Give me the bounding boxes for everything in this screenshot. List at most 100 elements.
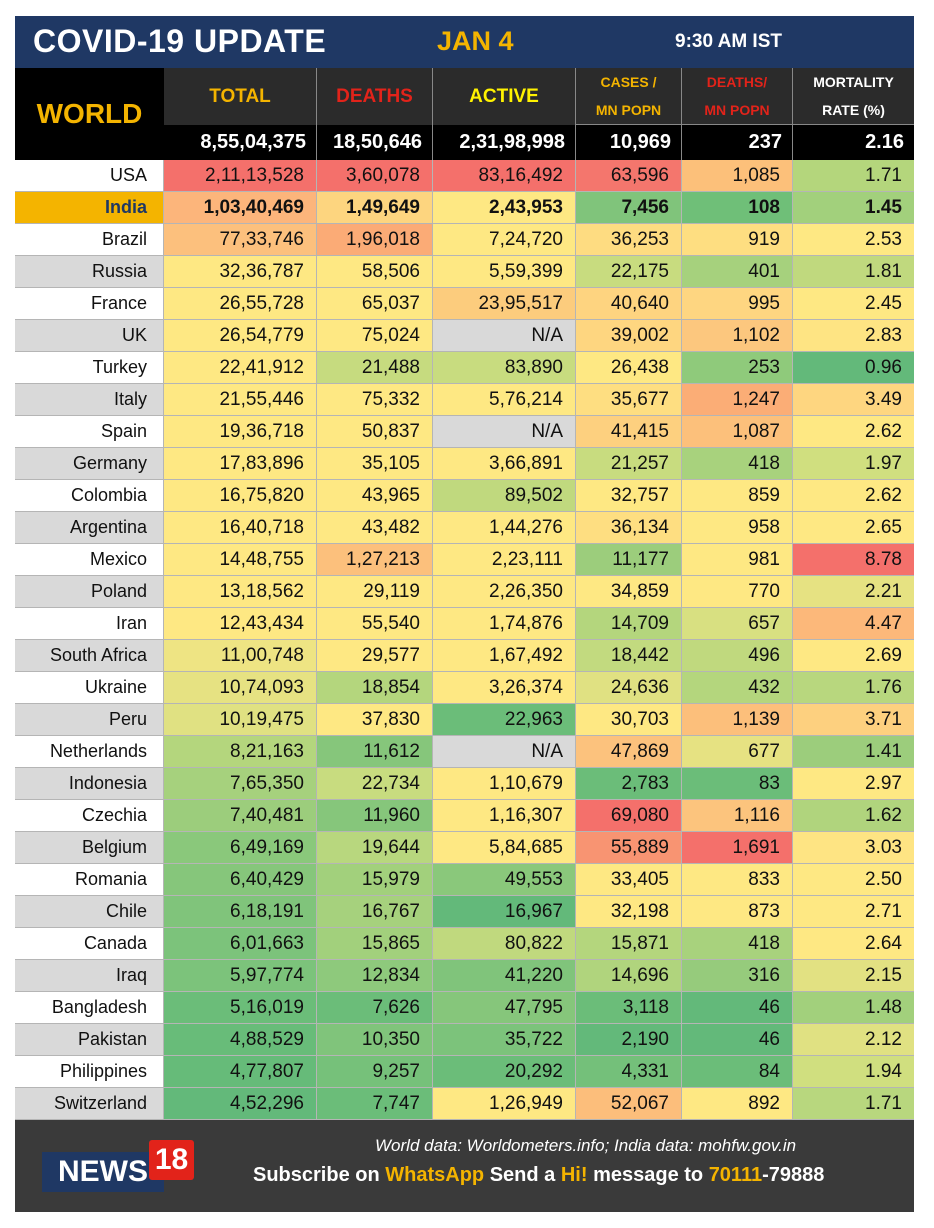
cell-mortality: 2.12 (793, 1024, 914, 1056)
cell-deaths: 58,506 (317, 256, 433, 288)
cell-active: 47,795 (433, 992, 576, 1024)
cell-mortality: 2.83 (793, 320, 914, 352)
update-date: JAN 4 (437, 26, 514, 56)
cell-active: 41,220 (433, 960, 576, 992)
country-name: Turkey (15, 352, 164, 384)
table-row: Poland 13,18,562 29,119 2,26,350 34,859 770 2.… (15, 576, 914, 608)
cell-deaths-mn: 253 (682, 352, 793, 384)
data-source: World data: Worldometers.info; India dat… (375, 1136, 797, 1155)
cell-deaths: 11,960 (317, 800, 433, 832)
news18-logo: NEWS 18 (42, 1140, 194, 1192)
table-row: Bangladesh 5,16,019 7,626 47,795 3,118 46 1.48 (15, 992, 914, 1024)
cell-deaths-mn: 873 (682, 896, 793, 928)
cell-deaths: 15,865 (317, 928, 433, 960)
cell-mortality: 2.45 (793, 288, 914, 320)
cell-mortality: 1.71 (793, 1088, 914, 1120)
cell-cases-mn: 24,636 (576, 672, 682, 704)
cell-total: 6,01,663 (164, 928, 317, 960)
cell-deaths: 35,105 (317, 448, 433, 480)
cell-cases-mn: 52,067 (576, 1088, 682, 1120)
cell-active: 16,967 (433, 896, 576, 928)
cell-total: 16,75,820 (164, 480, 317, 512)
cell-deaths: 16,767 (317, 896, 433, 928)
cell-deaths: 15,979 (317, 864, 433, 896)
cell-total: 4,88,529 (164, 1024, 317, 1056)
cell-mortality: 1.81 (793, 256, 914, 288)
cell-total: 22,41,912 (164, 352, 317, 384)
table-row: USA 2,11,13,528 3,60,078 83,16,492 63,596 1,0… (15, 160, 914, 192)
subscribe-line: Subscribe on WhatsApp Send a Hi! message… (253, 1164, 824, 1187)
cell-deaths-mn: 432 (682, 672, 793, 704)
column-cases-per-mn: CASES / MN POPN (576, 68, 682, 160)
column-total-label: TOTAL (164, 68, 316, 126)
cell-deaths-mn: 995 (682, 288, 793, 320)
table-row: Brazil 77,33,746 1,96,018 7,24,720 36,253 919… (15, 224, 914, 256)
cell-cases-mn: 41,415 (576, 416, 682, 448)
subscribe-text-1: Subscribe on (253, 1164, 386, 1186)
table-row: Argentina 16,40,718 43,482 1,44,276 36,134 95… (15, 512, 914, 544)
cell-cases-mn: 63,596 (576, 160, 682, 192)
country-name: Pakistan (15, 1024, 164, 1056)
cell-mortality: 1.71 (793, 160, 914, 192)
cell-mortality: 2.64 (793, 928, 914, 960)
cell-deaths: 22,734 (317, 768, 433, 800)
cell-total: 32,36,787 (164, 256, 317, 288)
country-name: Peru (15, 704, 164, 736)
cell-deaths-mn: 1,116 (682, 800, 793, 832)
table-row: India 1,03,40,469 1,49,649 2,43,953 7,456 108… (15, 192, 914, 224)
cell-mortality: 2.62 (793, 480, 914, 512)
cell-cases-mn: 35,677 (576, 384, 682, 416)
table-row: Germany 17,83,896 35,105 3,66,891 21,257 418 1… (15, 448, 914, 480)
subscribe-text-3: message to (587, 1164, 709, 1186)
cell-total: 5,16,019 (164, 992, 317, 1024)
cell-cases-mn: 33,405 (576, 864, 682, 896)
cell-total: 6,40,429 (164, 864, 317, 896)
cell-mortality: 4.47 (793, 608, 914, 640)
table-row: Czechia 7,40,481 11,960 1,16,307 69,080 1,116… (15, 800, 914, 832)
cell-total: 10,19,475 (164, 704, 317, 736)
cell-active: 23,95,517 (433, 288, 576, 320)
cell-active: 80,822 (433, 928, 576, 960)
cell-deaths-mn: 981 (682, 544, 793, 576)
cell-deaths: 43,965 (317, 480, 433, 512)
cell-active: 22,963 (433, 704, 576, 736)
cell-mortality: 1.97 (793, 448, 914, 480)
country-name: Canada (15, 928, 164, 960)
country-name: Iran (15, 608, 164, 640)
cell-deaths-mn: 657 (682, 608, 793, 640)
cell-deaths: 7,747 (317, 1088, 433, 1120)
cell-deaths: 75,024 (317, 320, 433, 352)
cell-active: 83,16,492 (433, 160, 576, 192)
country-name: Ukraine (15, 672, 164, 704)
cell-active: 5,84,685 (433, 832, 576, 864)
cell-mortality: 2.15 (793, 960, 914, 992)
cell-total: 7,65,350 (164, 768, 317, 800)
country-name: Argentina (15, 512, 164, 544)
cell-mortality: 1.94 (793, 1056, 914, 1088)
country-name: South Africa (15, 640, 164, 672)
cell-total: 77,33,746 (164, 224, 317, 256)
cell-deaths-mn: 1,102 (682, 320, 793, 352)
cell-deaths: 1,27,213 (317, 544, 433, 576)
cell-cases-mn: 69,080 (576, 800, 682, 832)
country-name: UK (15, 320, 164, 352)
table-row: Spain 19,36,718 50,837 N/A 41,415 1,087 2.62 (15, 416, 914, 448)
cell-deaths: 43,482 (317, 512, 433, 544)
country-name: Germany (15, 448, 164, 480)
table-row: Netherlands 8,21,163 11,612 N/A 47,869 677 1.4… (15, 736, 914, 768)
cell-deaths: 10,350 (317, 1024, 433, 1056)
column-deaths: DEATHS (317, 68, 433, 160)
cell-deaths-mn: 1,085 (682, 160, 793, 192)
column-mortality-label-bottom: RATE (%) (793, 96, 914, 125)
cell-active: 2,43,953 (433, 192, 576, 224)
cell-deaths-mn: 859 (682, 480, 793, 512)
cell-total: 13,18,562 (164, 576, 317, 608)
cell-cases-mn: 21,257 (576, 448, 682, 480)
cell-deaths: 1,49,649 (317, 192, 433, 224)
cell-total: 17,83,896 (164, 448, 317, 480)
cell-total: 12,43,434 (164, 608, 317, 640)
cell-mortality: 1.48 (793, 992, 914, 1024)
cell-cases-mn: 36,253 (576, 224, 682, 256)
country-name: Colombia (15, 480, 164, 512)
country-name: Italy (15, 384, 164, 416)
